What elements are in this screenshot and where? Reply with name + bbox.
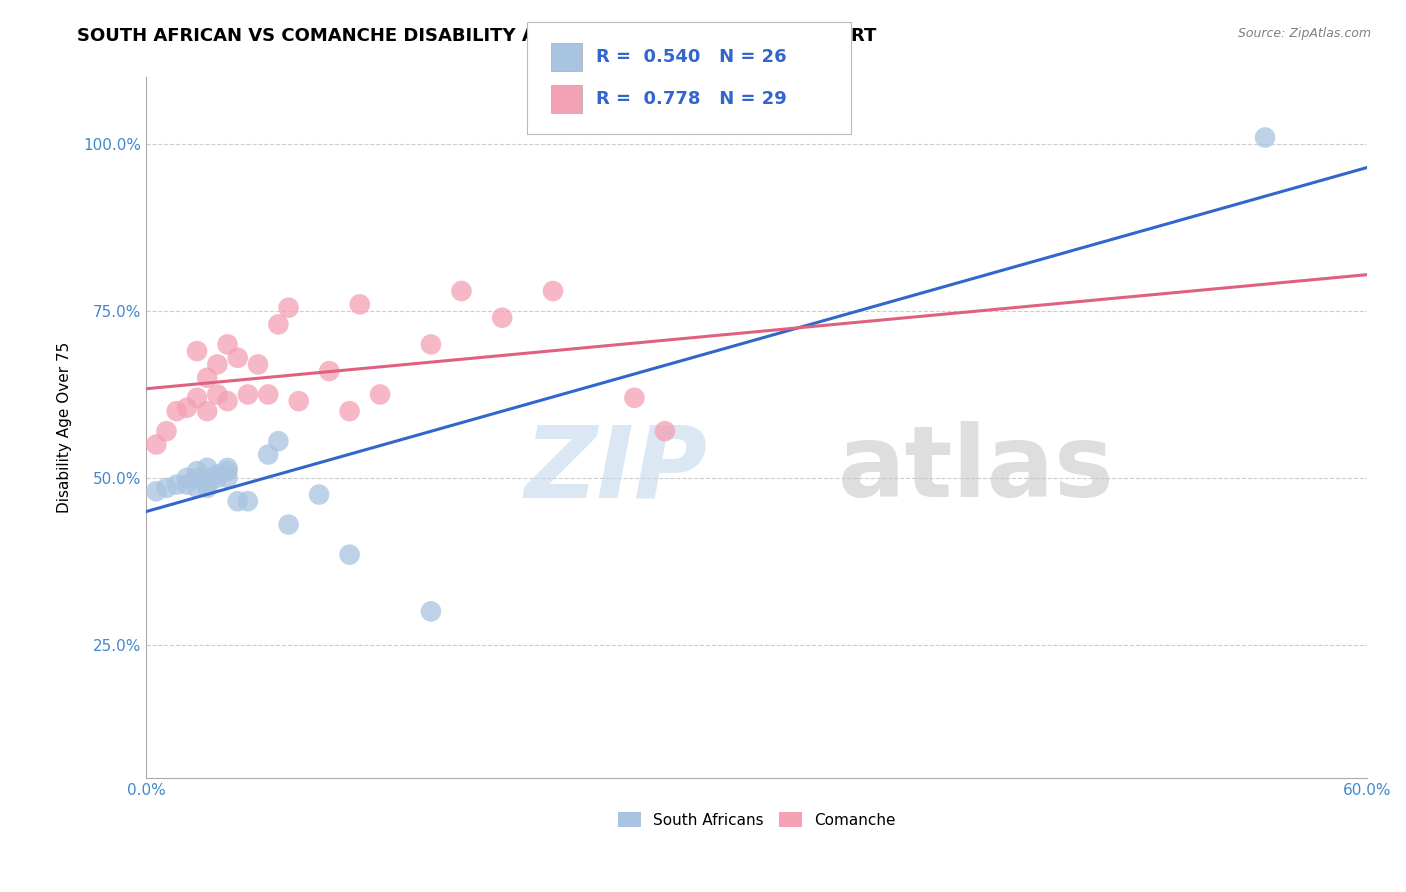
Text: R =  0.540   N = 26: R = 0.540 N = 26 [596,48,787,66]
Point [186,481,208,495]
Legend: South Africans, Comanche: South Africans, Comanche [612,805,901,834]
Point [166,404,188,418]
Point [236,494,259,508]
Point [155,481,177,495]
Point [339,404,361,418]
Point [217,461,239,475]
Point [195,404,218,418]
Point [145,484,167,499]
Point [267,318,290,332]
Point [277,301,299,315]
Point [654,424,676,438]
Point [236,387,259,401]
Point [195,481,218,495]
Point [1254,130,1277,145]
Point [339,548,361,562]
Point [176,471,198,485]
Point [195,461,218,475]
Text: SOUTH AFRICAN VS COMANCHE DISABILITY AGE OVER 75 CORRELATION CHART: SOUTH AFRICAN VS COMANCHE DISABILITY AGE… [77,27,877,45]
Point [186,391,208,405]
Point [195,371,218,385]
Point [420,337,443,351]
Point [207,467,229,482]
Point [226,494,249,508]
Point [277,517,299,532]
Point [217,394,239,409]
Point [318,364,340,378]
Point [287,394,309,409]
Point [195,477,218,491]
Point [176,477,198,491]
Point [226,351,249,365]
Point [217,464,239,478]
Point [145,437,167,451]
Text: Source: ZipAtlas.com: Source: ZipAtlas.com [1237,27,1371,40]
Point [176,401,198,415]
Point [166,477,188,491]
Point [368,387,391,401]
Point [186,344,208,359]
Point [207,358,229,372]
Point [217,337,239,351]
Point [217,471,239,485]
Point [308,487,330,501]
Point [247,358,270,372]
Point [541,284,564,298]
Point [257,448,280,462]
Point [207,387,229,401]
Point [450,284,472,298]
Text: R =  0.778   N = 29: R = 0.778 N = 29 [596,90,787,108]
Text: ZIP: ZIP [524,421,707,518]
Point [186,464,208,478]
Point [420,604,443,618]
Point [195,471,218,485]
Point [186,471,208,485]
Y-axis label: Disability Age Over 75: Disability Age Over 75 [58,343,72,514]
Point [491,310,513,325]
Point [207,471,229,485]
Text: atlas: atlas [838,421,1115,518]
Point [623,391,645,405]
Point [267,434,290,449]
Point [349,297,371,311]
Point [257,387,280,401]
Point [155,424,177,438]
